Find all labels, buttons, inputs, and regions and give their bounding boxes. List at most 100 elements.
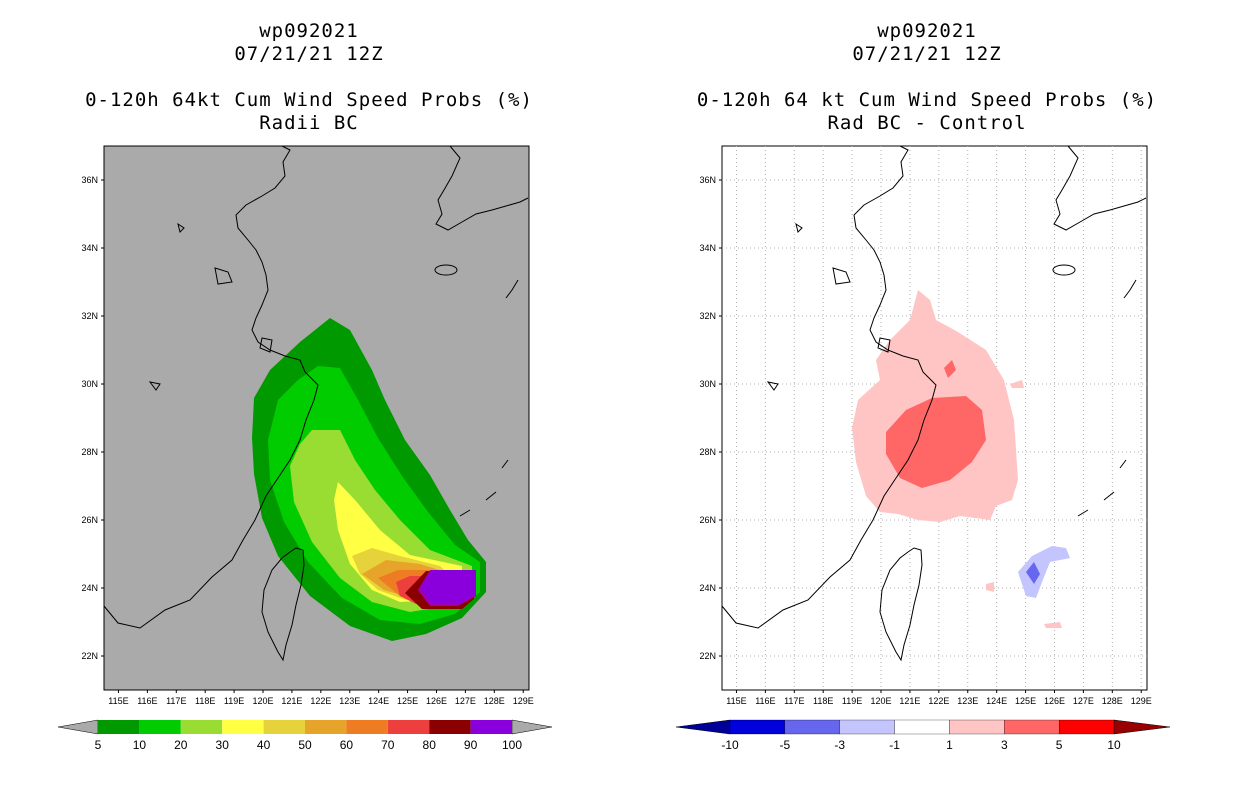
- lon-label: 115E: [108, 696, 128, 706]
- colorbar-swatch: [263, 720, 305, 734]
- lon-label: 122E: [310, 696, 331, 706]
- left-colorbar: 5 10 20 30 40 50 60 70 80 90 100: [57, 719, 553, 752]
- right-title-product: 0-120h 64 kt Cum Wind Speed Probs (%): [696, 89, 1158, 111]
- colorbar-label: 10: [1107, 738, 1121, 752]
- lon-label: 117E: [166, 696, 186, 706]
- left-title-product: 0-120h 64kt Cum Wind Speed Probs (%): [85, 89, 533, 111]
- colorbar-label: 50: [298, 738, 312, 752]
- right-title: wp092021 07/21/21 12Z 0-120h 64 kt Cum W…: [618, 20, 1236, 135]
- colorbar-label: -10: [721, 738, 739, 752]
- colorbar-swatch: [894, 719, 950, 735]
- colorbar-label: -1: [889, 738, 900, 752]
- left-probability-contours: [252, 318, 486, 641]
- diff-plus-small: [1010, 380, 1024, 388]
- colorbar-label: 80: [423, 738, 437, 752]
- lat-label: 22N: [699, 651, 716, 661]
- lon-label: 122E: [928, 696, 949, 706]
- colorbar-label: 3: [1001, 738, 1008, 752]
- colorbar-label: 1: [946, 738, 953, 752]
- lon-label: 123E: [339, 696, 360, 706]
- colorbar-swatch: [949, 719, 1005, 735]
- colorbar-over-triangle: [1113, 719, 1171, 735]
- colorbar-label: -3: [834, 738, 845, 752]
- contour-100: [420, 570, 476, 604]
- lon-label: 123E: [957, 696, 978, 706]
- lat-label: 34N: [81, 243, 98, 253]
- colorbar-swatch: [1058, 719, 1115, 735]
- lon-label: 117E: [784, 696, 804, 706]
- lat-label: 30N: [81, 379, 98, 389]
- colorbar-label: 5: [95, 738, 102, 752]
- lon-label: 126E: [1044, 696, 1065, 706]
- lat-label: 26N: [81, 515, 98, 525]
- lat-label: 26N: [699, 515, 716, 525]
- colorbar-swatch: [729, 719, 786, 735]
- lon-label: 125E: [1015, 696, 1036, 706]
- colorbar-swatch: [346, 720, 388, 734]
- lat-label: 32N: [81, 311, 98, 321]
- right-difference-contours: [852, 290, 1070, 628]
- diff-plus-small3: [986, 582, 994, 592]
- colorbar-under-triangle: [57, 719, 99, 735]
- colorbar-swatch: [98, 720, 140, 734]
- lon-label: 119E: [842, 696, 862, 706]
- lon-label: 128E: [1102, 696, 1123, 706]
- colorbar-swatch: [305, 720, 347, 734]
- right-lon-labels: 115E 116E 117E 118E 119E 120E 121E 122E 123E 124E…: [726, 690, 1152, 706]
- colorbar-swatch: [180, 720, 223, 734]
- colorbar-swatch: [1004, 719, 1060, 735]
- lon-label: 129E: [513, 696, 534, 706]
- right-map: 36N 34N 32N 30N 28N 26N 24N 22N 115E 116E 117E 118…: [699, 145, 1152, 706]
- colorbar-label: -5: [780, 738, 791, 752]
- diff-minus-1: [1018, 546, 1070, 598]
- colorbar-label: 5: [1056, 738, 1063, 752]
- colorbar-swatch: [429, 720, 471, 734]
- right-lat-labels: 36N 34N 32N 30N 28N 26N 24N 22N: [699, 175, 722, 661]
- lon-label: 129E: [1131, 696, 1152, 706]
- colorbar-swatch: [139, 720, 181, 734]
- lat-label: 36N: [81, 175, 98, 185]
- colorbar-label: 100: [502, 738, 522, 752]
- lat-label: 28N: [699, 447, 716, 457]
- lon-label: 127E: [455, 696, 476, 706]
- lon-label: 124E: [368, 696, 389, 706]
- left-title-storm: wp092021: [259, 20, 359, 42]
- colorbar-label: 10: [133, 738, 147, 752]
- colorbar-label: 40: [257, 738, 271, 752]
- left-lon-labels: 115E 116E 117E 118E 119E 120E 121E 122E 123E 124E…: [108, 690, 534, 706]
- lon-label: 125E: [397, 696, 418, 706]
- lon-label: 118E: [813, 696, 833, 706]
- colorbar-label: 70: [381, 738, 395, 752]
- colorbar-label: 20: [174, 738, 188, 752]
- lon-label: 116E: [755, 696, 775, 706]
- lon-label: 115E: [726, 696, 746, 706]
- colorbar-swatch: [470, 720, 512, 734]
- diff-plus-3: [886, 396, 986, 488]
- lat-label: 30N: [699, 379, 716, 389]
- lon-label: 120E: [870, 696, 891, 706]
- colorbar-label: 60: [340, 738, 354, 752]
- colorbar-swatch: [784, 719, 840, 735]
- diff-plus-small2: [1044, 622, 1062, 628]
- lat-label: 24N: [699, 583, 716, 593]
- lon-label: 118E: [195, 696, 215, 706]
- lon-label: 127E: [1073, 696, 1094, 706]
- lon-label: 121E: [281, 696, 302, 706]
- colorbar-swatch: [387, 720, 430, 734]
- right-colorbar: -10 -5 -3 -1 1 3 5 10: [675, 719, 1171, 752]
- colorbar-under-triangle: [675, 719, 731, 735]
- colorbar-swatch: [839, 719, 895, 735]
- diff-plus-3b: [944, 360, 956, 378]
- lat-label: 28N: [81, 447, 98, 457]
- colorbar-label: 30: [216, 738, 230, 752]
- lon-label: 120E: [252, 696, 273, 706]
- left-title-sub: Radii BC: [259, 112, 359, 134]
- lon-label: 124E: [986, 696, 1007, 706]
- lon-label: 116E: [137, 696, 157, 706]
- lat-label: 24N: [81, 583, 98, 593]
- right-title-date: 07/21/21 12Z: [852, 43, 1002, 65]
- right-title-sub: Rad BC - Control: [827, 112, 1027, 134]
- diff-minus-3: [1026, 562, 1040, 584]
- colorbar-swatch: [222, 720, 264, 734]
- lon-label: 128E: [484, 696, 505, 706]
